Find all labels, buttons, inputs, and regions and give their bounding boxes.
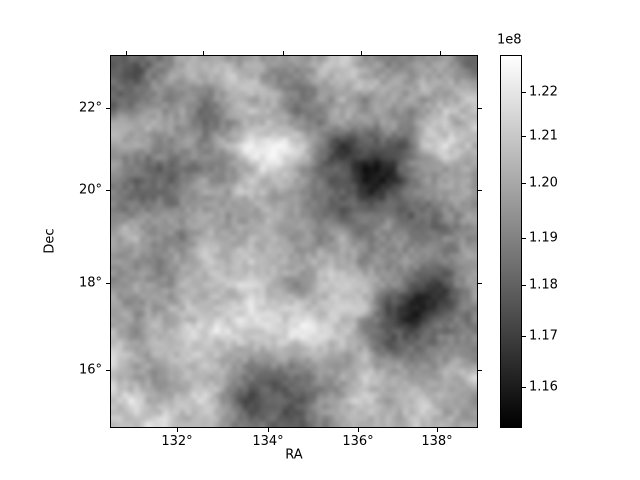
y-axis-title: Dec <box>42 228 58 254</box>
heatmap-axes[interactable] <box>110 55 478 428</box>
colorbar-tick-mark <box>522 92 526 93</box>
x-tick-mark-top <box>440 51 441 55</box>
y-tick-mark <box>106 283 110 284</box>
colorbar-tick-mark <box>522 183 526 184</box>
y-tick-mark <box>106 190 110 191</box>
y-tick-label: 22° <box>78 100 102 116</box>
x-tick-mark <box>268 428 269 432</box>
x-tick-mark <box>437 428 438 432</box>
x-axis-title: RA <box>285 447 303 463</box>
y-tick-mark-right <box>478 283 482 284</box>
colorbar-tick-mark <box>522 136 526 137</box>
y-tick-label: 18° <box>78 275 102 291</box>
colorbar-tick-label: 1.18 <box>529 277 558 293</box>
colorbar-tick-mark <box>522 285 526 286</box>
y-tick-mark-right <box>478 190 482 191</box>
x-tick-label: 134° <box>252 434 284 449</box>
y-tick-label: 20° <box>78 182 102 198</box>
x-tick-mark <box>177 428 178 432</box>
x-tick-label: 136° <box>342 434 374 449</box>
x-tick-mark <box>358 428 359 432</box>
colorbar-tick-mark <box>522 238 526 239</box>
y-tick-mark <box>106 108 110 109</box>
y-tick-mark-right <box>478 370 482 371</box>
colorbar-tick-label: 1.17 <box>529 328 558 344</box>
y-tick-mark-right <box>478 108 482 109</box>
y-tick-label: 16° <box>78 362 102 378</box>
x-tick-mark-top <box>203 51 204 55</box>
x-tick-label: 138° <box>421 434 453 449</box>
colorbar[interactable] <box>500 55 522 428</box>
colorbar-tick-label: 1.21 <box>529 128 558 144</box>
colorbar-tick-label: 1.19 <box>529 230 558 246</box>
colorbar-tick-label: 1.22 <box>529 84 558 100</box>
y-tick-mark <box>106 370 110 371</box>
heatmap-image <box>111 56 477 427</box>
colorbar-tick-label: 1.20 <box>529 175 558 191</box>
x-tick-label: 132° <box>161 434 193 449</box>
colorbar-offset-text: 1e8 <box>497 32 522 48</box>
colorbar-tick-mark <box>522 387 526 388</box>
x-tick-mark-top <box>361 51 362 55</box>
x-tick-mark-top <box>126 51 127 55</box>
x-tick-mark-top <box>283 51 284 55</box>
colorbar-tick-mark <box>522 336 526 337</box>
colorbar-tick-label: 1.16 <box>529 379 558 395</box>
